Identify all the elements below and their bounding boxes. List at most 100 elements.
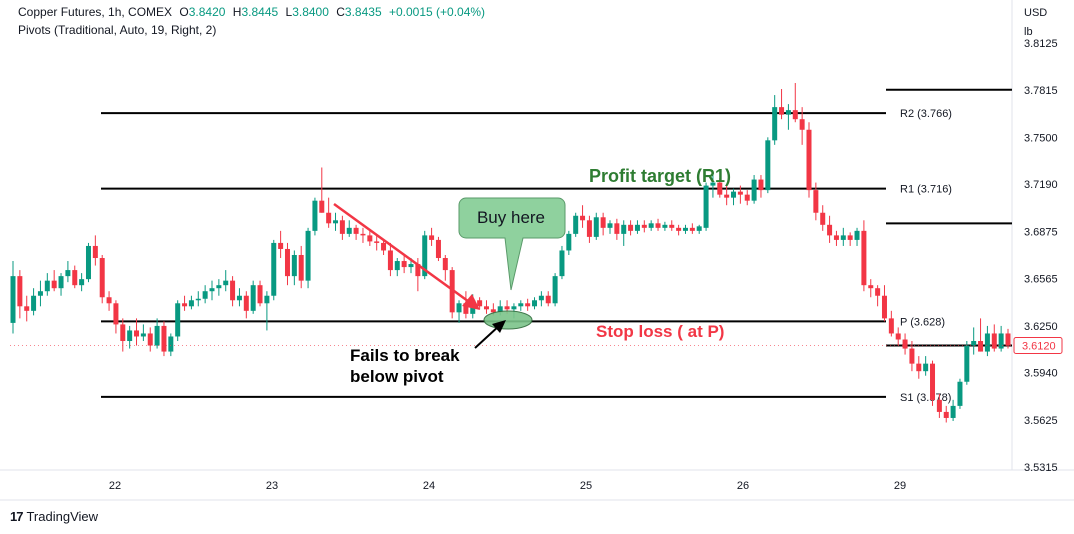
candle-body: [614, 223, 620, 234]
candle-body: [930, 363, 936, 400]
candle-body: [1005, 333, 1011, 346]
candle-body: [202, 291, 208, 299]
time-tick-label: 26: [737, 480, 749, 492]
candle-body: [998, 333, 1004, 349]
candle-body: [120, 324, 126, 342]
candle-body: [525, 303, 531, 307]
candle-body: [628, 224, 634, 231]
candle-body: [909, 348, 915, 364]
candle-body: [422, 235, 428, 277]
candle-body: [147, 333, 153, 346]
candle-body: [854, 230, 860, 240]
open-label: O: [179, 5, 189, 19]
candle-body: [429, 235, 435, 240]
candle-body: [813, 190, 819, 213]
time-tick-label: 25: [580, 480, 592, 492]
symbol-title: Copper Futures, 1h, COMEX: [18, 5, 173, 19]
candle-body: [717, 182, 723, 195]
tradingview-name: TradingView: [26, 509, 99, 524]
candle-body: [79, 279, 85, 286]
candle-body: [916, 363, 922, 372]
tradingview-brand[interactable]: 17 TradingView: [10, 509, 98, 524]
time-tick-label: 24: [423, 480, 435, 492]
price-tick-label: 3.6875: [1024, 227, 1058, 239]
candle-body: [868, 285, 874, 289]
candle-body: [415, 264, 421, 277]
candle-body: [971, 341, 977, 346]
candle-body: [477, 300, 483, 307]
pivot-touch-highlight: [483, 310, 533, 330]
candle-body: [161, 325, 167, 352]
candle-body: [291, 255, 297, 277]
candle-body: [731, 191, 737, 198]
candle-body: [154, 325, 160, 346]
candle-body: [538, 295, 544, 301]
candle-body: [257, 285, 263, 304]
downtrend-arrow-head: [462, 294, 480, 310]
candle-body: [936, 399, 942, 412]
candle-body: [216, 285, 222, 289]
candle-body: [827, 224, 833, 236]
pivot-label-p: P (3.628): [900, 316, 945, 328]
candle-body: [182, 303, 188, 307]
candle-body: [490, 309, 496, 313]
close-label: C: [336, 5, 345, 19]
open-value: 3.8420: [188, 5, 226, 19]
price-tick-label: 3.5625: [1024, 415, 1058, 427]
stop-loss-label: Stop loss ( at P): [596, 322, 724, 341]
candle-body: [99, 258, 105, 298]
fails-arrow-head: [492, 320, 506, 333]
candle-body: [710, 182, 716, 186]
candle-body: [381, 242, 387, 251]
high-label: H: [232, 5, 242, 19]
candle-body: [923, 363, 929, 372]
low-label: L: [285, 5, 293, 19]
candle-body: [360, 233, 366, 236]
candle-body: [820, 212, 826, 225]
candle-body: [676, 227, 682, 231]
price-tick-label: 3.8125: [1024, 38, 1058, 50]
candle-body: [875, 288, 881, 296]
buy-here-callout: [458, 197, 566, 291]
candle-body: [799, 119, 805, 130]
fails-arrow-line: [474, 324, 501, 349]
buy-here-label: Buy here: [477, 208, 545, 227]
fails-label-line2: below pivot: [350, 367, 444, 386]
candle-body: [641, 224, 647, 228]
candle-body: [792, 110, 798, 120]
candle-body: [223, 280, 229, 286]
candle-body: [92, 245, 98, 259]
pivot-label-r1: R1 (3.716): [900, 184, 952, 196]
candle-body: [744, 194, 750, 201]
candle-body: [957, 381, 963, 406]
candle-body: [387, 250, 393, 271]
candle-body: [902, 339, 908, 349]
candle-body: [264, 295, 270, 304]
unit-label: lb: [1024, 26, 1033, 38]
candle-body: [24, 306, 30, 311]
candle-body: [353, 227, 359, 234]
candle-body: [545, 295, 551, 304]
fails-label-line1: Fails to break: [350, 346, 460, 365]
candle-body: [188, 300, 194, 307]
candle-body: [10, 276, 16, 323]
price-tick-label: 3.6565: [1024, 273, 1058, 285]
candle-body: [284, 248, 290, 277]
candle-body: [175, 303, 181, 337]
candle-body: [751, 179, 757, 201]
indicator-legend[interactable]: Pivots (Traditional, Auto, 19, Right, 2): [18, 23, 217, 37]
candle-body: [140, 333, 146, 337]
price-tick-label: 3.7190: [1024, 179, 1058, 191]
candle-body: [326, 212, 332, 224]
candle-body: [236, 295, 242, 301]
candle-body: [669, 224, 675, 228]
candle-body: [607, 223, 613, 228]
candle-body: [785, 110, 791, 115]
candle-body: [483, 306, 489, 310]
candle-body: [51, 280, 57, 289]
candle-body: [566, 233, 572, 251]
candle-body: [593, 217, 599, 237]
pivot-label-s1: S1 (3.578): [900, 392, 951, 404]
candle-body: [621, 224, 627, 234]
